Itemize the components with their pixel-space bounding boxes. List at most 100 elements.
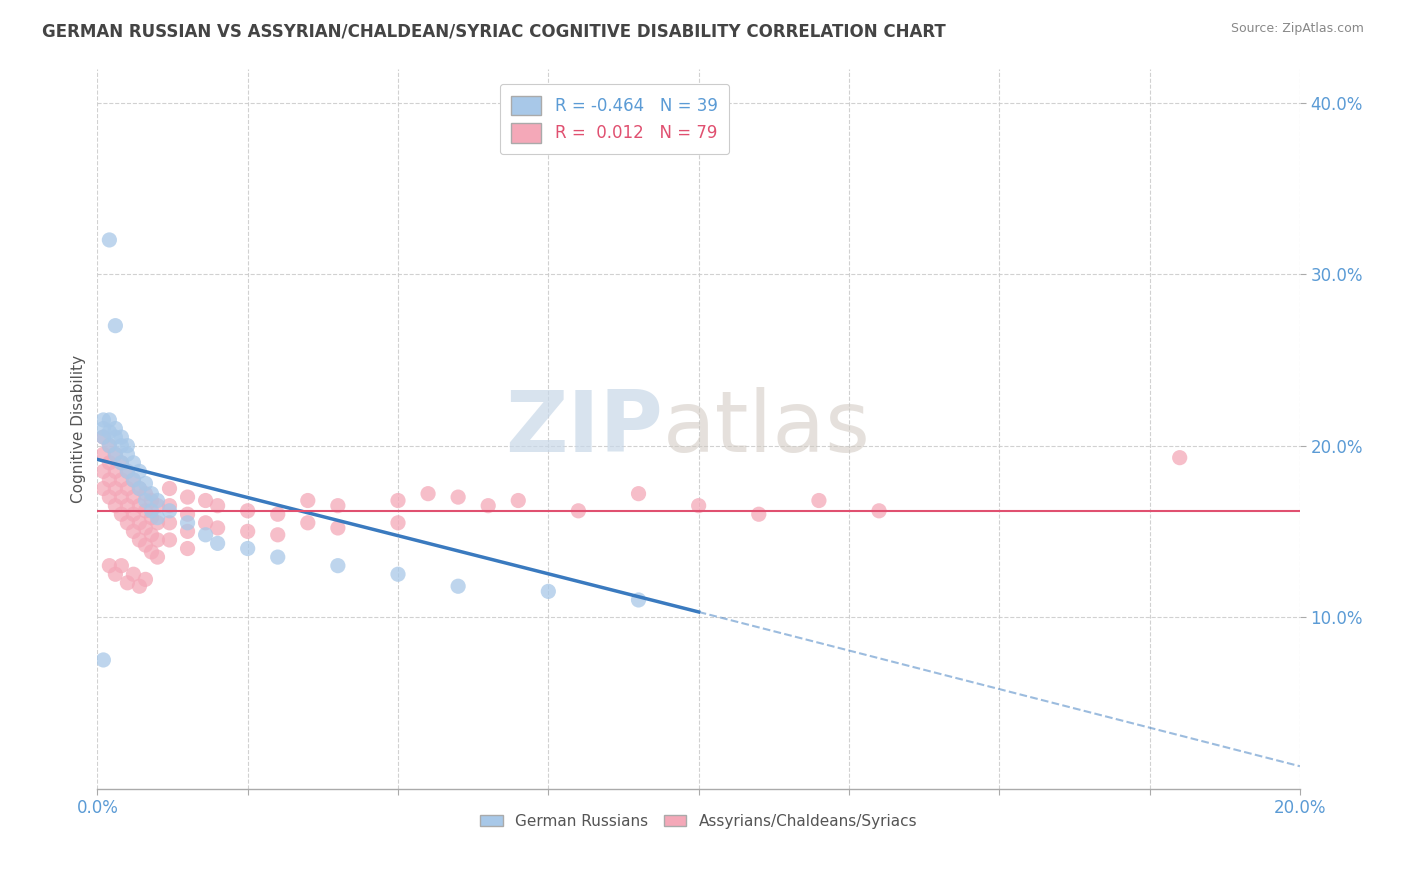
Point xyxy=(128,482,150,496)
Point xyxy=(146,493,169,508)
Text: ZIP: ZIP xyxy=(505,387,662,470)
Point xyxy=(194,493,217,508)
Point xyxy=(104,567,127,582)
Point xyxy=(159,499,181,513)
Point xyxy=(416,486,439,500)
Point xyxy=(688,499,710,513)
Point xyxy=(98,439,121,453)
Point xyxy=(98,233,121,247)
Point xyxy=(159,516,181,530)
Point xyxy=(267,507,290,521)
Point xyxy=(807,493,830,508)
Point xyxy=(159,482,181,496)
Point xyxy=(146,510,169,524)
Point xyxy=(122,456,145,470)
Point xyxy=(1168,450,1191,465)
Point xyxy=(236,504,259,518)
Point xyxy=(104,482,127,496)
Point xyxy=(128,499,150,513)
Point xyxy=(110,430,132,444)
Point xyxy=(104,421,127,435)
Point xyxy=(326,499,349,513)
Point xyxy=(207,521,229,535)
Point xyxy=(98,473,121,487)
Point xyxy=(141,545,163,559)
Point xyxy=(176,490,198,504)
Point xyxy=(128,533,150,547)
Point xyxy=(128,579,150,593)
Point xyxy=(146,516,169,530)
Point xyxy=(141,528,163,542)
Point xyxy=(128,516,150,530)
Point xyxy=(122,524,145,539)
Point xyxy=(134,573,156,587)
Point xyxy=(104,499,127,513)
Point xyxy=(93,464,115,478)
Point xyxy=(146,550,169,565)
Point xyxy=(134,493,156,508)
Point xyxy=(146,533,169,547)
Point xyxy=(117,439,139,453)
Point xyxy=(122,567,145,582)
Point xyxy=(134,504,156,518)
Point xyxy=(176,507,198,521)
Point xyxy=(93,653,115,667)
Y-axis label: Cognitive Disability: Cognitive Disability xyxy=(72,354,86,502)
Point xyxy=(508,493,530,508)
Point xyxy=(159,533,181,547)
Point xyxy=(387,493,409,508)
Point xyxy=(93,430,115,444)
Point xyxy=(627,593,650,607)
Point xyxy=(117,464,139,478)
Point xyxy=(297,493,319,508)
Point xyxy=(134,538,156,552)
Point xyxy=(104,318,127,333)
Point xyxy=(122,473,145,487)
Point xyxy=(326,558,349,573)
Point xyxy=(868,504,890,518)
Point xyxy=(93,482,115,496)
Point xyxy=(104,447,127,461)
Point xyxy=(267,550,290,565)
Point xyxy=(117,575,139,590)
Point xyxy=(93,447,115,461)
Point xyxy=(122,490,145,504)
Point xyxy=(297,516,319,530)
Point xyxy=(128,464,150,478)
Point xyxy=(627,486,650,500)
Point xyxy=(477,499,499,513)
Point xyxy=(134,521,156,535)
Point xyxy=(98,439,121,453)
Point xyxy=(117,447,139,461)
Point xyxy=(104,447,127,461)
Point xyxy=(110,456,132,470)
Point xyxy=(146,499,169,513)
Point xyxy=(176,524,198,539)
Point xyxy=(117,499,139,513)
Point xyxy=(110,558,132,573)
Point xyxy=(387,567,409,582)
Point xyxy=(117,516,139,530)
Point xyxy=(267,528,290,542)
Point xyxy=(98,558,121,573)
Point xyxy=(387,516,409,530)
Point xyxy=(748,507,770,521)
Point xyxy=(447,490,470,504)
Point xyxy=(134,476,156,491)
Point xyxy=(159,504,181,518)
Point xyxy=(117,482,139,496)
Point xyxy=(122,473,145,487)
Text: Source: ZipAtlas.com: Source: ZipAtlas.com xyxy=(1230,22,1364,36)
Point xyxy=(110,473,132,487)
Point xyxy=(98,490,121,504)
Text: GERMAN RUSSIAN VS ASSYRIAN/CHALDEAN/SYRIAC COGNITIVE DISABILITY CORRELATION CHAR: GERMAN RUSSIAN VS ASSYRIAN/CHALDEAN/SYRI… xyxy=(42,22,946,40)
Point xyxy=(194,516,217,530)
Point xyxy=(176,516,198,530)
Point xyxy=(93,413,115,427)
Point xyxy=(207,499,229,513)
Point xyxy=(134,486,156,500)
Text: atlas: atlas xyxy=(662,387,870,470)
Point xyxy=(537,584,560,599)
Point xyxy=(128,482,150,496)
Point xyxy=(93,421,115,435)
